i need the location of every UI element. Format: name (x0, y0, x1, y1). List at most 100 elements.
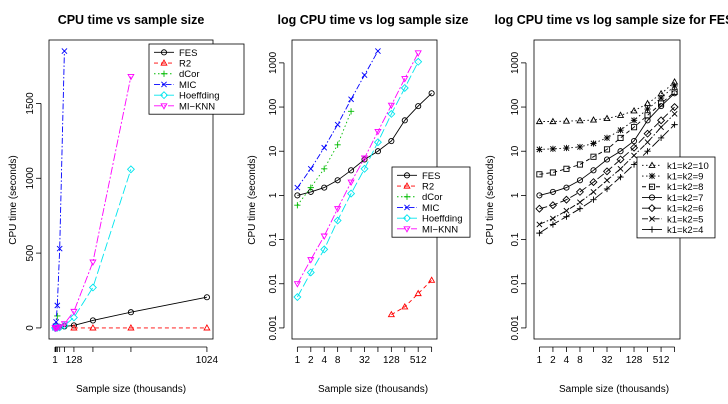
legend-label: k1=k2=8 (667, 182, 703, 193)
data-point (375, 48, 381, 54)
x-tick-label: 128 (383, 355, 400, 366)
data-point (307, 184, 314, 191)
data-point (563, 165, 570, 172)
series-line (391, 279, 432, 315)
data-point (388, 137, 395, 145)
legend-label: k1=k2=5 (667, 214, 703, 225)
y-tick-label: 0.1 (268, 232, 279, 246)
data-point (590, 196, 597, 203)
data-point (321, 144, 328, 151)
data-point (387, 310, 395, 318)
legend-item-dcor: dCor (397, 192, 443, 203)
data-point (670, 103, 679, 112)
x-tick-label: 1 (295, 355, 301, 366)
legend-marker (648, 183, 656, 190)
legend-box (148, 43, 245, 115)
y-tick-label: 1000 (25, 167, 36, 190)
legend-marker (160, 49, 168, 56)
legend-item-fes: FES (154, 48, 197, 59)
data-point (307, 165, 314, 172)
data-point (334, 141, 341, 148)
legend-marker (160, 103, 168, 110)
series-mi-knn (293, 50, 422, 288)
data-point (590, 167, 597, 174)
x-tick-label: 128 (626, 355, 643, 366)
data-point (549, 145, 557, 153)
data-point (70, 324, 78, 331)
data-point (576, 205, 584, 212)
data-point (347, 108, 355, 115)
legend-label: k1=k2=7 (667, 193, 703, 204)
data-point (671, 110, 678, 117)
data-point (414, 57, 423, 66)
legend-label: k1=k2=9 (667, 171, 703, 182)
x-tick-label: 512 (410, 355, 427, 366)
legend-label: FES (179, 48, 197, 59)
legend-marker (649, 215, 655, 222)
legend-label: dCor (422, 192, 443, 203)
data-point (630, 124, 638, 131)
data-point (361, 72, 368, 78)
data-point (321, 165, 328, 172)
legend-item-k1-k2-7: k1=k2=7 (642, 193, 703, 204)
data-point (414, 50, 422, 57)
data-point (348, 167, 355, 174)
y-tick-label: 0.001 (268, 315, 279, 340)
data-point (415, 103, 422, 110)
data-point (590, 188, 597, 195)
legend-label: MI−KNN (422, 224, 458, 235)
data-point (203, 294, 210, 301)
legend-label: k1=k2=4 (667, 225, 703, 236)
x-tick-label: 128 (66, 355, 83, 366)
data-point (644, 139, 651, 146)
series-k1-k2-9 (536, 82, 678, 153)
data-point (88, 283, 97, 292)
data-point (589, 116, 598, 123)
data-point (61, 48, 68, 54)
series-mi-knn (51, 73, 135, 332)
data-point (56, 245, 63, 252)
data-point (428, 90, 435, 97)
data-point (644, 117, 651, 124)
data-point (563, 184, 570, 191)
data-point (126, 165, 135, 174)
legend-item-k1-k2-4: k1=k2=4 (642, 225, 703, 236)
legend-label: k1=k2=10 (667, 161, 709, 172)
y-axis-label: CPU time (seconds) (8, 155, 19, 244)
y-tick-label: 1000 (510, 51, 521, 74)
data-point (294, 192, 301, 199)
legend-label: R2 (422, 181, 434, 192)
legend-marker (403, 226, 411, 233)
legend-label: FES (422, 171, 440, 182)
y-tick-label: 10 (510, 145, 521, 157)
data-point (306, 268, 315, 277)
legend-marker (160, 59, 168, 66)
data-point (644, 148, 651, 155)
series-line (539, 81, 675, 122)
data-point (563, 213, 570, 220)
x-tick-label: 32 (601, 355, 613, 366)
data-point (69, 313, 78, 322)
legend-marker (403, 172, 411, 179)
data-point (644, 105, 651, 113)
legend-label: Hoeffding (179, 91, 220, 102)
panel-cpu-time-log: log CPU time vs log sample size CPU time… (247, 13, 471, 395)
series-k1-k2-6 (535, 103, 679, 213)
series-line (297, 92, 432, 196)
legend-marker (160, 70, 168, 77)
data-point (631, 152, 637, 159)
data-point (603, 134, 611, 142)
legend-item-r2: R2 (154, 58, 191, 69)
y-axis-label: CPU time (seconds) (485, 155, 496, 244)
data-point (563, 207, 570, 214)
data-point (294, 184, 301, 191)
y-tick-label: 100 (510, 98, 521, 115)
y-tick-label: 0.01 (268, 274, 279, 294)
data-point (535, 204, 544, 213)
data-point (348, 96, 354, 103)
legend-item-mi-knn: MI−KNN (154, 101, 215, 112)
series-line (297, 61, 419, 298)
y-tick-label: 1 (510, 192, 521, 198)
data-point (616, 155, 625, 164)
legend-item-k1-k2-10: k1=k2=10 (642, 161, 709, 172)
